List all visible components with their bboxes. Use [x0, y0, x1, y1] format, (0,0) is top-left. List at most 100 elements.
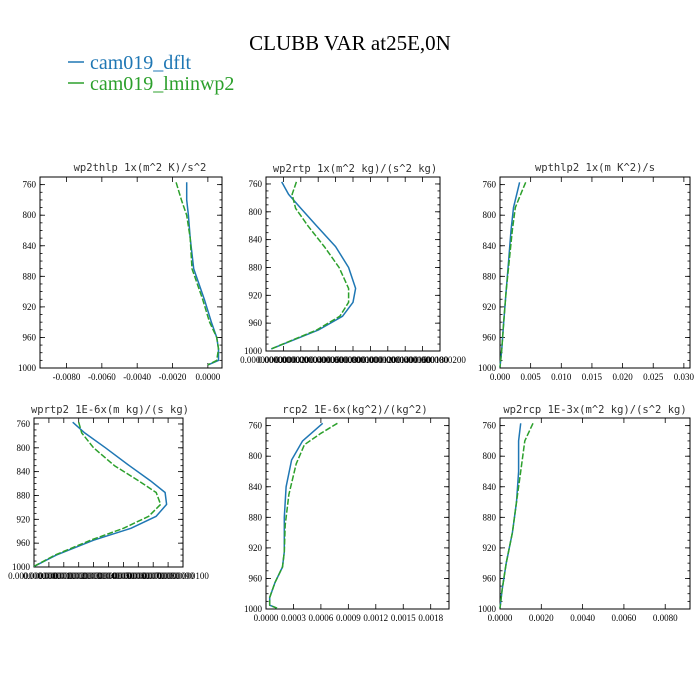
x-tick-label: 0.0015: [391, 613, 416, 623]
x-tick-label: 0.000: [490, 372, 511, 382]
x-tick-label: 0.0003: [281, 613, 306, 623]
y-tick-label: 880: [23, 271, 37, 281]
series-line-cam019_dflt: [185, 182, 220, 366]
x-tick-label: 0.0000000060: [292, 355, 344, 365]
plot-frame: [265, 417, 450, 610]
x-tick-label: 0.0000: [488, 613, 513, 623]
y-tick-label: 800: [17, 443, 31, 453]
y-tick-label: 840: [249, 482, 263, 492]
y-tick-label: 840: [483, 241, 497, 251]
series-line-cam019_lminwp2: [268, 422, 338, 609]
series-line-cam019_dflt: [499, 182, 521, 368]
series-line-cam019_dflt: [33, 421, 168, 568]
panel-4: wprtp2 1E-6x(m kg)/(s kg)760 800 840 880 920…: [8, 404, 209, 581]
legend-item-dflt: cam019_dflt: [68, 52, 192, 74]
y-tick-label: 840: [23, 241, 37, 251]
x-tick-label: 0.0009: [336, 613, 361, 623]
x-tick-label: 0.0000: [195, 372, 220, 382]
x-tick-label: -0.0040: [123, 372, 151, 382]
y-tick-label: 920: [17, 514, 31, 524]
x-tick-label: 0.0000000080: [127, 571, 179, 581]
panel-3: wpthlp2 1x(m K^2)/s 760 800 840 880 920 960 100…: [478, 162, 694, 382]
panel-title: wpthlp2 1x(m K^2)/s: [535, 162, 655, 174]
x-tick-label: 0.025: [643, 372, 664, 382]
y-tick-label: 960: [17, 538, 31, 548]
x-tick-label: 0.0000000040: [275, 355, 327, 365]
x-tick-label: 0.0000000000: [8, 571, 60, 581]
x-tick-label: 0.0000000100: [327, 355, 379, 365]
y-tick-label: 880: [483, 271, 497, 281]
x-tick-label: 0.0000000070: [112, 571, 164, 581]
y-tick-label: 920: [249, 543, 263, 553]
x-tick-label: 0.0020: [529, 613, 554, 623]
x-tick-label: 0.0000000080: [310, 355, 362, 365]
y-tick-label: 1000: [244, 346, 263, 356]
x-tick-label: 0.0000: [254, 613, 279, 623]
legend-item-lminwp2: cam019_lminwp2: [68, 73, 234, 95]
panel-title: wp2thlp 1x(m^2 K)/s^2: [74, 162, 207, 174]
x-tick-label: 0.0000000050: [83, 571, 135, 581]
x-tick-label: 0.0000000160: [379, 355, 431, 365]
x-tick-label: 0.0000000000: [240, 355, 292, 365]
y-tick-label: 960: [23, 332, 37, 342]
panels: wp2thlp 1x(m^2 K)/s^2 760 800 840 880 920 960 1…: [8, 162, 694, 623]
x-tick-label: 0.010: [551, 372, 572, 382]
plot-frame: [499, 176, 691, 369]
series-line-cam019_lminwp2: [499, 422, 534, 609]
y-tick-label: 760: [483, 421, 497, 431]
panel-5: rcp2 1E-6x(kg^2)/(kg^2) 760 800 840 880 920 96…: [244, 404, 450, 623]
x-tick-label: 0.0060: [612, 613, 637, 623]
chart-title: CLUBB VAR at25E,0N: [249, 31, 451, 55]
legend: cam019_dflt cam019_lminwp2: [68, 52, 234, 95]
x-tick-label: 0.0000000100: [157, 571, 209, 581]
y-tick-label: 880: [249, 262, 263, 272]
x-tick-label: 0.0000000120: [345, 355, 397, 365]
y-tick-label: 1000: [478, 604, 497, 614]
y-tick-label: 920: [249, 290, 263, 300]
series-line-cam019_dflt: [270, 181, 357, 350]
panel-2: wp2rtp 1x(m^2 kg)/(s^2 kg) 760 800 840 880 92…: [240, 163, 466, 365]
y-tick-label: 840: [249, 235, 263, 245]
x-tick-label: 0.0000000180: [397, 355, 449, 365]
y-tick-label: 880: [483, 512, 497, 522]
x-tick-label: 0.0000000090: [142, 571, 194, 581]
panel-title: rcp2 1E-6x(kg^2)/(kg^2): [282, 404, 427, 416]
y-tick-label: 800: [23, 210, 37, 220]
x-tick-label: 0.0012: [363, 613, 388, 623]
x-tick-label: 0.0018: [418, 613, 443, 623]
y-tick-label: 920: [23, 302, 37, 312]
x-tick-label: 0.0080: [653, 613, 678, 623]
x-tick-label: -0.0020: [159, 372, 187, 382]
y-tick-label: 760: [483, 180, 497, 190]
x-tick-label: -0.0060: [88, 372, 116, 382]
x-tick-label: 0.020: [612, 372, 633, 382]
y-tick-label: 800: [249, 207, 263, 217]
x-tick-label: 0.0040: [570, 613, 595, 623]
y-tick-label: 760: [23, 180, 37, 190]
series-line-cam019_lminwp2: [499, 182, 527, 368]
y-tick-label: 840: [17, 467, 31, 477]
y-tick-label: 760: [249, 179, 263, 189]
y-tick-label: 800: [249, 451, 263, 461]
series-line-cam019_dflt: [268, 422, 324, 609]
panel-title: wprtp2 1E-6x(m kg)/(s kg): [31, 404, 189, 416]
y-tick-label: 920: [483, 302, 497, 312]
y-tick-label: 1000: [478, 363, 497, 373]
x-tick-label: 0.0000000040: [68, 571, 120, 581]
x-tick-label: 0.005: [521, 372, 542, 382]
panel-title: wp2rtp 1x(m^2 kg)/(s^2 kg): [273, 163, 437, 175]
x-tick-label: 0.0006: [309, 613, 334, 623]
plot-frame: [39, 176, 223, 369]
plot-frame: [499, 417, 691, 610]
panel-title: wp2rcp 1E-3x(m^2 kg)/(s^2 kg): [503, 404, 686, 416]
y-tick-label: 760: [17, 419, 31, 429]
x-tick-label: -0.0080: [53, 372, 81, 382]
y-tick-label: 880: [249, 512, 263, 522]
y-tick-label: 960: [483, 332, 497, 342]
series-line-cam019_lminwp2: [270, 181, 350, 350]
legend-label: cam019_lminwp2: [90, 73, 234, 95]
x-tick-label: 0.0000000200: [414, 355, 466, 365]
x-tick-label: 0.0000000010: [23, 571, 75, 581]
y-tick-label: 840: [483, 482, 497, 492]
y-tick-label: 1000: [18, 363, 37, 373]
